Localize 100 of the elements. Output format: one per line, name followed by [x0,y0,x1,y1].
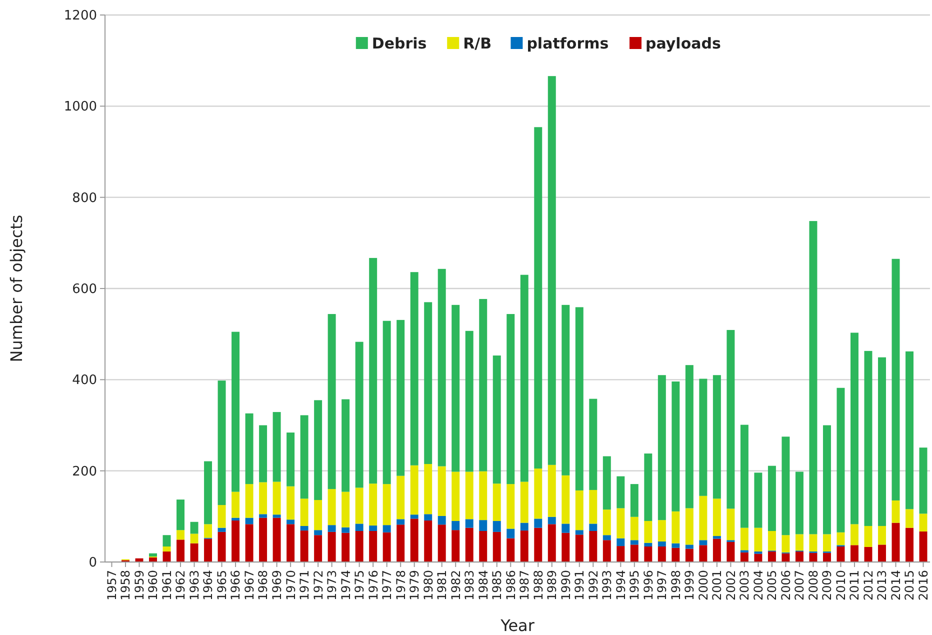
bar [782,553,790,562]
bar [534,127,542,469]
bar [396,476,405,520]
x-tick-label: 2002 [724,570,738,601]
bar [685,365,694,508]
bar [699,496,708,540]
x-tick-label: 2015 [902,570,917,601]
bar [245,484,254,518]
x-tick-label: 1984 [476,570,490,601]
bar [754,554,762,562]
bar [562,304,570,476]
bar [602,540,611,562]
x-tick-label: 1993 [600,570,614,601]
bar [300,526,308,531]
bar [616,546,625,562]
bar [176,540,184,562]
bar [176,530,184,540]
bar [479,298,488,472]
x-tick-label: 1982 [448,570,463,601]
bar [672,381,680,512]
bar [740,552,748,562]
bar [616,508,625,538]
bar [892,500,900,523]
bar [190,534,198,544]
bar [369,526,378,532]
bar [602,456,611,510]
x-tick-label: 2006 [778,570,793,601]
bar [245,524,254,562]
bar [782,535,790,552]
bar [328,525,336,532]
bar [355,342,364,488]
bar [382,532,391,562]
bar [369,484,378,526]
legend-label: Debris [372,34,427,52]
bar [712,498,721,536]
x-tick-label: 2013 [875,570,890,601]
bar [906,528,914,562]
x-tick-label: 1970 [284,570,298,601]
bar [712,536,721,539]
bar [396,524,405,562]
bar [328,489,336,526]
x-tick-label: 2009 [820,570,834,601]
bar [836,546,845,562]
x-tick-label: 1959 [132,570,146,601]
bar [726,542,735,562]
x-tick-label: 2004 [751,570,766,601]
x-tick-label: 1966 [228,570,243,601]
bar [314,535,322,562]
bar [438,516,446,525]
bar [272,514,281,518]
x-tick-label: 1974 [338,570,353,601]
bar [850,524,858,546]
bar [218,505,226,528]
bar [149,553,157,557]
bar [286,486,295,520]
bar [630,544,638,562]
bar [630,540,638,545]
bar [232,492,240,518]
x-tick-label: 1986 [504,570,518,601]
bar [822,534,831,552]
bar [355,531,364,562]
bar [506,538,515,562]
bar [506,528,515,538]
bar [492,532,501,562]
bar [754,528,762,552]
bar [342,527,350,533]
bar [672,543,680,548]
bar [768,552,776,562]
bar [204,538,212,562]
bar [162,535,171,546]
bar [850,332,858,524]
y-axis-title: Number of objects [7,214,26,362]
x-tick-label: 1972 [311,570,326,601]
bar [616,538,625,546]
y-tick-label: 1000 [64,100,97,115]
x-tick-label: 1995 [628,570,642,601]
bar [520,274,528,482]
bar [190,522,198,534]
bar [479,531,488,562]
x-tick-label: 1992 [586,570,600,601]
bar [809,534,818,552]
bar [520,530,528,562]
x-tick-label: 1983 [462,570,477,601]
bar [204,461,212,524]
y-tick-label: 200 [72,464,97,480]
bar [575,534,584,562]
x-tick-label: 1962 [174,570,188,601]
x-tick-label: 1965 [214,570,229,601]
bar [355,524,364,532]
bar [424,514,432,521]
x-tick-label: 2005 [765,570,780,601]
bar [300,530,308,562]
y-tick-label: 600 [72,282,97,298]
bar [878,544,886,562]
x-tick-label: 2000 [696,570,710,601]
bar [795,552,804,562]
bar [286,524,295,562]
bar [259,518,268,562]
bar [382,484,391,526]
bar [272,518,281,562]
